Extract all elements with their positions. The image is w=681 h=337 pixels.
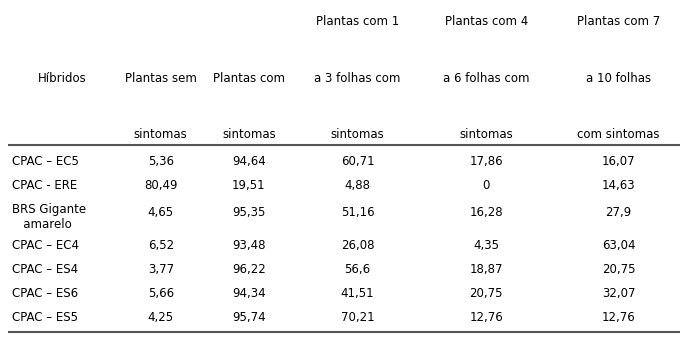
Text: sintomas: sintomas xyxy=(134,128,188,142)
Text: 0: 0 xyxy=(483,179,490,192)
Text: 4,35: 4,35 xyxy=(473,239,499,252)
Text: 51,16: 51,16 xyxy=(340,206,375,219)
Text: 4,88: 4,88 xyxy=(345,179,370,192)
Text: CPAC – EC4: CPAC – EC4 xyxy=(12,239,78,252)
Text: 16,28: 16,28 xyxy=(469,206,503,219)
Text: CPAC – ES4: CPAC – ES4 xyxy=(12,263,78,276)
Text: 95,35: 95,35 xyxy=(232,206,266,219)
Text: 17,86: 17,86 xyxy=(469,155,503,168)
Text: 4,65: 4,65 xyxy=(148,206,174,219)
Text: 32,07: 32,07 xyxy=(602,287,635,300)
Text: CPAC - ERE: CPAC - ERE xyxy=(12,179,77,192)
Text: Plantas com: Plantas com xyxy=(213,71,285,85)
Text: Plantas com 4: Plantas com 4 xyxy=(445,15,528,28)
Text: sintomas: sintomas xyxy=(330,128,384,142)
Text: 6,52: 6,52 xyxy=(148,239,174,252)
Text: sintomas: sintomas xyxy=(460,128,513,142)
Text: Plantas com 7: Plantas com 7 xyxy=(577,15,660,28)
Text: 63,04: 63,04 xyxy=(602,239,635,252)
Text: 94,64: 94,64 xyxy=(232,155,266,168)
Text: 95,74: 95,74 xyxy=(232,311,266,324)
Text: 20,75: 20,75 xyxy=(470,287,503,300)
Text: 41,51: 41,51 xyxy=(340,287,375,300)
Text: CPAC – ES6: CPAC – ES6 xyxy=(12,287,78,300)
Text: 5,66: 5,66 xyxy=(148,287,174,300)
Text: 16,07: 16,07 xyxy=(602,155,635,168)
Text: Híbridos: Híbridos xyxy=(38,71,86,85)
Text: 60,71: 60,71 xyxy=(340,155,375,168)
Text: a 10 folhas: a 10 folhas xyxy=(586,71,651,85)
Text: CPAC – EC5: CPAC – EC5 xyxy=(12,155,78,168)
Text: 4,25: 4,25 xyxy=(148,311,174,324)
Text: a 3 folhas com: a 3 folhas com xyxy=(314,71,400,85)
Text: 93,48: 93,48 xyxy=(232,239,266,252)
Text: 5,36: 5,36 xyxy=(148,155,174,168)
Text: 26,08: 26,08 xyxy=(340,239,374,252)
Text: a 6 folhas com: a 6 folhas com xyxy=(443,71,530,85)
Text: 27,9: 27,9 xyxy=(605,206,632,219)
Text: BRS Gigante: BRS Gigante xyxy=(12,203,86,216)
Text: Plantas sem: Plantas sem xyxy=(125,71,197,85)
Text: com sintomas: com sintomas xyxy=(577,128,660,142)
Text: 96,22: 96,22 xyxy=(232,263,266,276)
Text: sintomas: sintomas xyxy=(222,128,276,142)
Text: CPAC – ES5: CPAC – ES5 xyxy=(12,311,78,324)
Text: Plantas com 1: Plantas com 1 xyxy=(316,15,399,28)
Text: 12,76: 12,76 xyxy=(469,311,503,324)
Text: 12,76: 12,76 xyxy=(602,311,635,324)
Text: 3,77: 3,77 xyxy=(148,263,174,276)
Text: amarelo: amarelo xyxy=(12,218,72,231)
Text: 80,49: 80,49 xyxy=(144,179,178,192)
Text: 70,21: 70,21 xyxy=(340,311,375,324)
Text: 14,63: 14,63 xyxy=(602,179,635,192)
Text: 18,87: 18,87 xyxy=(470,263,503,276)
Text: 94,34: 94,34 xyxy=(232,287,266,300)
Text: 56,6: 56,6 xyxy=(345,263,370,276)
Text: 20,75: 20,75 xyxy=(602,263,635,276)
Text: 19,51: 19,51 xyxy=(232,179,266,192)
